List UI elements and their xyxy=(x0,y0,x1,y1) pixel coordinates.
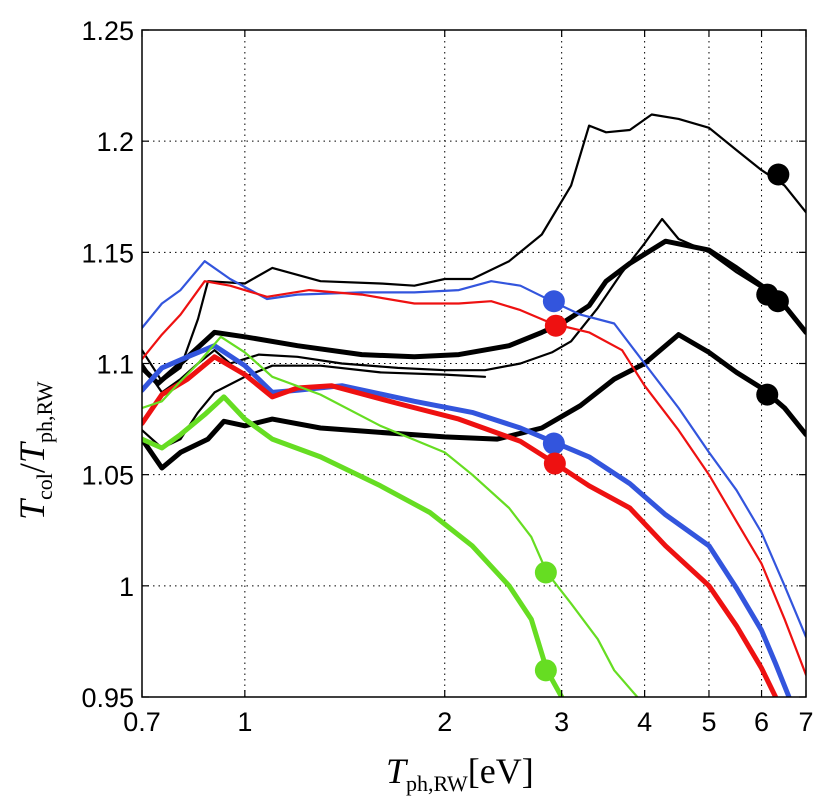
series-marker-red-thick xyxy=(543,452,566,475)
plot-frame xyxy=(141,29,807,698)
x-tick-label: 3 xyxy=(554,707,569,737)
series-line-red-thin xyxy=(142,280,806,676)
series-marker-green-thick xyxy=(534,659,557,682)
x-tick-label: 0.7 xyxy=(123,707,161,737)
series-line-green-thin xyxy=(142,335,639,697)
x-tick-label: 4 xyxy=(637,707,652,737)
series-marker-black-thick-top xyxy=(766,290,789,313)
x-tick-label: 1 xyxy=(237,707,252,737)
x-axis-label-sub: ph,RW xyxy=(406,771,468,796)
series-markers xyxy=(534,163,790,682)
x-axis-label: Tph,RW[eV] xyxy=(386,751,534,796)
axes-frame xyxy=(141,29,807,698)
series-marker-red-thin xyxy=(544,314,567,337)
y-axis-label-sub1: col xyxy=(32,473,57,500)
series-line-blue-thin xyxy=(142,260,806,639)
series-lines xyxy=(142,113,806,697)
series-marker-blue-thick xyxy=(542,432,565,455)
x-tick-label: 2 xyxy=(437,707,452,737)
y-axis-label-sub2: ph,RW xyxy=(32,381,57,443)
x-tick-label: 7 xyxy=(798,707,813,737)
y-tick-label: 1.2 xyxy=(96,127,134,157)
y-tick-label: 1.05 xyxy=(81,461,134,491)
tick-labels: 0.7 1 2 3 4 5 6 7 0.95 1 1.05 1.1 1.15 1.2 1.25 xyxy=(81,16,813,737)
y-tick-label: 0.95 xyxy=(81,683,134,713)
y-tick-label: 1 xyxy=(119,572,134,602)
y-tick-label: 1.25 xyxy=(81,16,134,46)
series-line-black-thick-low xyxy=(142,332,806,471)
y-axis-label-main2: T xyxy=(12,440,52,463)
y-axis-label: Tcol/Tph,RW xyxy=(12,381,57,520)
series-marker-blue-thin xyxy=(542,290,565,313)
series-marker-green-thin xyxy=(534,561,557,584)
x-tick-label: 5 xyxy=(701,707,716,737)
x-axis-label-unit: [eV] xyxy=(468,751,534,791)
y-axis-label-main: T xyxy=(12,497,52,520)
series-line-green-thick xyxy=(142,394,565,697)
y-axis-label-sep: / xyxy=(12,463,52,473)
series-marker-black-thick-low xyxy=(756,383,779,406)
series-line-blue-thick xyxy=(142,343,792,697)
series-marker-black-thin-top xyxy=(767,163,790,186)
x-axis-label-main: T xyxy=(386,751,409,791)
series-line-red-thick xyxy=(142,354,779,697)
y-tick-label: 1.15 xyxy=(81,238,134,268)
y-tick-label: 1.1 xyxy=(96,350,134,380)
x-tick-label: 6 xyxy=(754,707,769,737)
series-line-black-thick-top xyxy=(142,238,806,386)
